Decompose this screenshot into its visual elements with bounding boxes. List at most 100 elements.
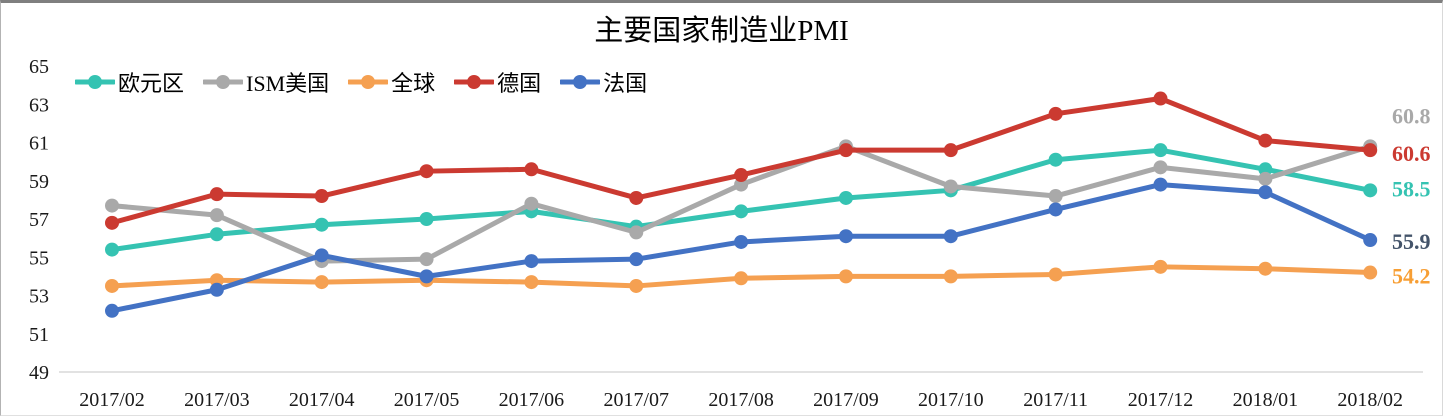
end-label-eurozone: 58.5 xyxy=(1392,176,1431,201)
data-point-ism-us-2018-01 xyxy=(1258,171,1273,186)
data-point-germany-2018-01 xyxy=(1258,133,1273,148)
x-tick-label-2018-02: 2018/02 xyxy=(1337,389,1403,411)
legend-dot-global xyxy=(361,75,376,89)
x-tick-label-2017-03: 2017/03 xyxy=(184,389,250,411)
x-tick-label-2017-12: 2017/12 xyxy=(1128,389,1194,411)
data-point-germany-2017-07 xyxy=(629,190,644,205)
x-tick-label-2017-06: 2017/06 xyxy=(499,389,565,411)
data-point-ism-us-2017-12 xyxy=(1153,160,1168,175)
series-line-germany xyxy=(109,96,1373,226)
data-point-germany-2017-03 xyxy=(209,187,224,202)
data-point-global-2017-03 xyxy=(209,273,224,288)
data-point-ism-us-2017-10 xyxy=(943,179,958,194)
data-point-france-2017-10 xyxy=(943,229,958,244)
legend-item-eurozone: 欧元区 xyxy=(75,66,184,98)
legend-dot-germany xyxy=(467,75,482,89)
data-point-germany-2017-08 xyxy=(734,168,749,183)
data-point-france-2017-08 xyxy=(734,234,749,249)
data-point-global-2017-11 xyxy=(1048,267,1063,282)
legend-marker-france xyxy=(560,75,601,89)
legend-dot-eurozone xyxy=(88,75,102,89)
end-label-global: 54.2 xyxy=(1392,264,1431,289)
data-point-france-2017-12 xyxy=(1153,177,1168,192)
data-point-germany-2017-09 xyxy=(838,143,853,158)
data-point-germany-2017-05 xyxy=(419,164,434,179)
x-tick-label-2017-10: 2017/10 xyxy=(918,389,984,411)
data-point-global-2017-04 xyxy=(314,275,329,290)
legend-marker-global xyxy=(348,75,389,89)
data-point-germany-2017-04 xyxy=(314,189,329,204)
data-point-eurozone-2017-04 xyxy=(314,217,329,232)
data-point-ism-us-2017-02 xyxy=(105,198,119,213)
data-point-ism-us-2017-05 xyxy=(419,252,434,267)
data-point-germany-2017-12 xyxy=(1153,91,1168,106)
data-point-germany-2017-06 xyxy=(524,162,539,177)
data-point-france-2017-02 xyxy=(105,303,119,318)
x-tick-label-2017-02: 2017/02 xyxy=(79,389,145,411)
legend-label-ism-us: ISM美国 xyxy=(246,71,330,96)
series-line-eurozone xyxy=(109,147,1373,253)
data-point-eurozone-2017-11 xyxy=(1048,152,1063,167)
data-point-ism-us-2017-06 xyxy=(524,196,539,211)
data-point-eurozone-2017-05 xyxy=(419,212,434,226)
data-point-eurozone-2017-12 xyxy=(1153,143,1168,158)
data-point-france-2017-07 xyxy=(629,252,644,267)
data-point-global-2017-09 xyxy=(838,269,853,284)
x-tick-label-2017-11: 2017/11 xyxy=(1023,389,1088,411)
legend-item-france: 法国 xyxy=(560,66,647,98)
data-point-eurozone-2017-09 xyxy=(838,190,853,205)
data-point-global-2017-10 xyxy=(943,269,958,284)
x-tick-label-2017-09: 2017/09 xyxy=(813,389,879,411)
legend-item-ism-us: ISM美国 xyxy=(203,66,329,98)
data-point-france-2017-04 xyxy=(314,248,329,263)
data-point-eurozone-2018-02 xyxy=(1363,183,1378,198)
data-point-global-2017-08 xyxy=(734,271,749,286)
data-point-ism-us-2017-07 xyxy=(629,225,644,240)
y-tick-label-51: 51 xyxy=(29,324,49,346)
data-point-global-2017-02 xyxy=(105,278,119,293)
chart-legend: 欧元区 ISM美国 全球 德国 法国 xyxy=(75,66,647,98)
data-point-france-2017-11 xyxy=(1048,202,1063,217)
legend-label-germany: 德国 xyxy=(497,71,542,96)
y-tick-label-59: 59 xyxy=(29,171,49,193)
data-point-germany-2017-10 xyxy=(943,143,958,158)
legend-label-eurozone: 欧元区 xyxy=(118,71,185,96)
data-point-france-2017-06 xyxy=(524,254,539,269)
data-point-ism-us-2017-11 xyxy=(1048,189,1063,204)
data-point-france-2018-01 xyxy=(1258,185,1273,200)
y-tick-label-53: 53 xyxy=(29,286,49,308)
data-point-germany-2018-02 xyxy=(1363,143,1378,158)
legend-label-global: 全球 xyxy=(391,71,436,96)
legend-marker-germany xyxy=(454,75,495,89)
plot-area: 65 63 61 59 57 55 53 51 49 2017/02 2017/03 2017/04 2… xyxy=(29,56,1431,411)
legend-dot-france xyxy=(573,75,588,89)
data-point-france-2018-02 xyxy=(1363,233,1378,248)
data-point-france-2017-03 xyxy=(209,282,224,297)
legend-marker-eurozone xyxy=(75,75,115,89)
data-point-eurozone-2017-08 xyxy=(734,204,749,219)
y-tick-label-57: 57 xyxy=(29,209,49,231)
end-label-france: 55.9 xyxy=(1392,229,1431,254)
legend-item-germany: 德国 xyxy=(454,66,541,98)
y-tick-label-61: 61 xyxy=(29,133,49,155)
legend-dot-ism-us xyxy=(216,75,231,89)
x-tick-label-2017-08: 2017/08 xyxy=(708,389,774,411)
data-point-france-2017-05 xyxy=(419,269,434,284)
y-tick-label-65: 65 xyxy=(29,56,49,78)
data-point-eurozone-2018-01 xyxy=(1258,162,1273,177)
x-tick-label-2017-05: 2017/05 xyxy=(394,389,460,411)
y-tick-label-63: 63 xyxy=(29,94,49,116)
x-tick-label-2017-04: 2017/04 xyxy=(289,389,355,411)
data-point-eurozone-2017-03 xyxy=(209,227,224,242)
end-label-germany: 60.6 xyxy=(1392,141,1431,166)
data-point-global-2017-07 xyxy=(629,278,644,293)
legend-item-global: 全球 xyxy=(348,66,435,98)
data-point-ism-us-2017-08 xyxy=(734,177,749,192)
y-tick-label-55: 55 xyxy=(29,247,49,269)
data-point-germany-2017-11 xyxy=(1048,106,1063,121)
data-point-global-2017-06 xyxy=(524,275,539,290)
data-point-france-2017-09 xyxy=(838,229,853,244)
data-point-global-2018-02 xyxy=(1363,265,1378,280)
legend-marker-ism-us xyxy=(203,75,244,89)
